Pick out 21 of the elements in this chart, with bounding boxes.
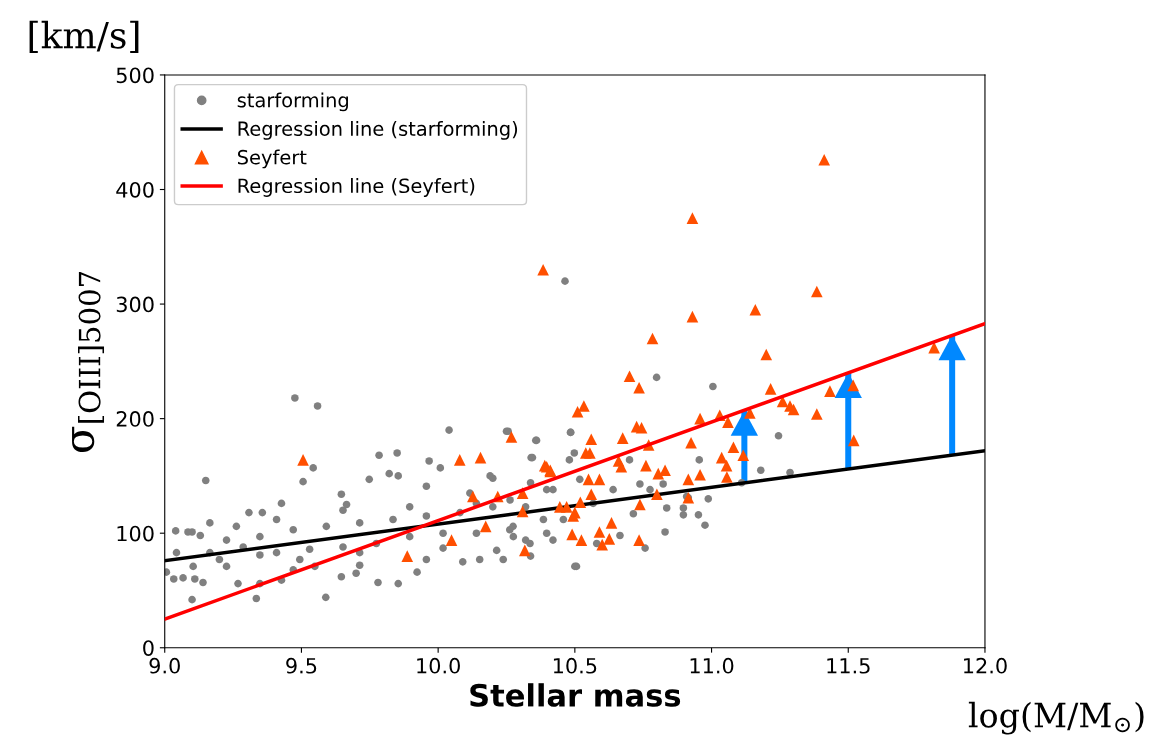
y-axis-title: σ$_{[OIII]5007}$	[72, 271, 105, 452]
legend-label: Seyfert	[237, 149, 307, 169]
x-tick-label: 10.0	[417, 657, 460, 674]
legend-label: Regression line (Seyfert)	[238, 178, 475, 197]
x-tick-label: 12.0	[964, 657, 1007, 674]
text: log(M/M$_{⊙}$)	[968, 701, 1144, 735]
y-tick-label: 400	[116, 181, 154, 198]
y-tick-label: 200	[116, 411, 154, 427]
y-tick-label: 300	[116, 296, 154, 313]
y-tick-label: 500	[116, 67, 154, 84]
legend-label: starforming	[237, 92, 348, 112]
legend-label: Regression line (starforming)	[238, 120, 518, 140]
x-tick-label: 9.0	[149, 657, 180, 674]
x-tick-label: 9.5	[286, 657, 317, 674]
text: [km/s]	[29, 20, 139, 53]
y-tick-label: 100	[117, 525, 154, 542]
x-tick-label: 10.5	[553, 657, 597, 674]
x-tick-label: 11.5	[827, 658, 870, 674]
x-axis-title: Stellar mass	[470, 683, 681, 707]
y-tick-label: 0	[143, 640, 154, 656]
x-tick-label: 11.0	[690, 657, 734, 674]
